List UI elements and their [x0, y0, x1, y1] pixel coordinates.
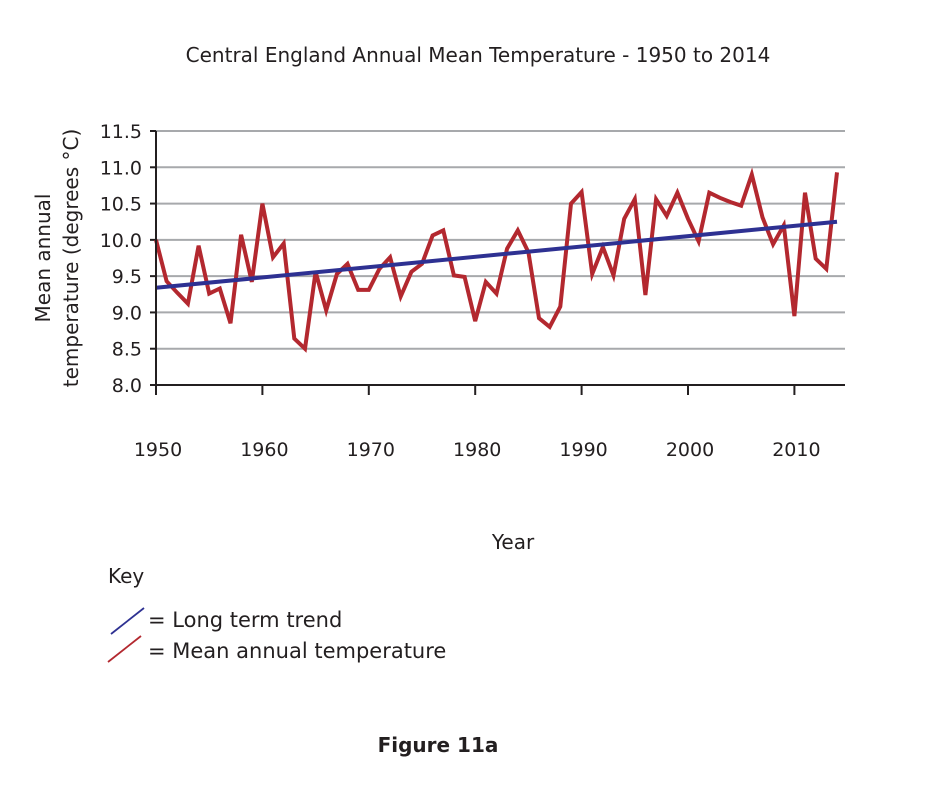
y-tick-label: 10.5 — [100, 194, 142, 216]
x-tick-label: 1970 — [347, 439, 395, 461]
y-tick-label: 9.5 — [112, 266, 142, 288]
series-line-mean-annual-temperature — [154, 167, 839, 353]
x-tick-label: 1990 — [559, 439, 607, 461]
x-tick-label: 2000 — [666, 439, 714, 461]
y-tick-label: 10.0 — [100, 230, 142, 252]
y-axis-label-line2: temperature (degrees °C) — [59, 129, 83, 388]
y-tick-label: 9.0 — [112, 302, 142, 324]
x-axis-label: Year — [491, 530, 535, 554]
x-tick-label: 1980 — [453, 439, 501, 461]
x-tick-label: 1950 — [134, 439, 182, 461]
x-tick-label: 1960 — [240, 439, 288, 461]
legend-swatch-mean — [107, 635, 142, 663]
figure-caption: Figure 11a — [378, 733, 499, 757]
legend-label-mean: = Mean annual temperature — [148, 639, 446, 663]
y-axis-label-line1: Mean annual — [31, 194, 55, 323]
y-tick-label: 8.5 — [112, 339, 142, 361]
legend-swatch-trend — [110, 607, 145, 635]
legend-label-trend: = Long term trend — [148, 608, 342, 632]
y-tick-label: 11.0 — [100, 157, 142, 179]
series-line-long-term-trend — [155, 219, 838, 290]
y-tick-label: 8.0 — [112, 375, 142, 397]
y-tick-label: 11.5 — [100, 121, 142, 143]
legend-title: Key — [108, 564, 144, 588]
x-tick-label: 2010 — [772, 439, 820, 461]
chart-title: Central England Annual Mean Temperature … — [186, 43, 771, 67]
